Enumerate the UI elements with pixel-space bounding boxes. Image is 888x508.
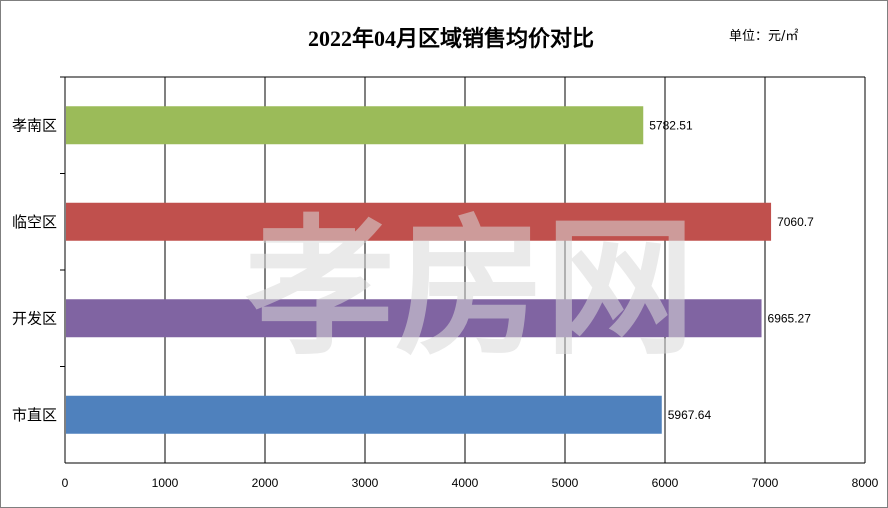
category-label: 孝南区: [12, 116, 57, 134]
x-tick-label: 0: [62, 476, 69, 490]
data-label: 5782.51: [649, 118, 693, 132]
x-tick-label: 6000: [652, 476, 679, 490]
x-tick-label: 5000: [552, 476, 579, 490]
category-label: 市直区: [12, 406, 57, 424]
data-label: 7060.7: [777, 215, 814, 229]
unit-label: 单位：元/㎡: [729, 29, 799, 44]
x-tick-label: 4000: [452, 476, 479, 490]
x-tick-label: 2000: [252, 476, 279, 490]
x-tick-label: 1000: [152, 476, 179, 490]
bar: [66, 202, 772, 241]
chart-title: 2022年04月区域销售均价对比: [307, 26, 594, 51]
data-label: 5967.64: [668, 408, 712, 422]
x-tick-label: 7000: [752, 476, 779, 490]
watermark-text: 孝房网: [245, 202, 695, 376]
data-label: 6965.27: [768, 311, 812, 325]
bar: [66, 395, 662, 434]
x-tick-label: 8000: [852, 476, 879, 490]
bar: [66, 299, 762, 338]
category-label: 开发区: [12, 309, 57, 327]
bar: [66, 106, 644, 145]
x-tick-label: 3000: [352, 476, 379, 490]
category-label: 临空区: [12, 213, 57, 231]
